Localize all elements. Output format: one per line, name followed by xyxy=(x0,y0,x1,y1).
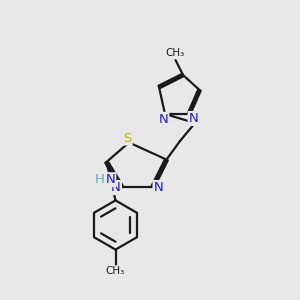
Text: S: S xyxy=(123,131,132,145)
Text: CH₃: CH₃ xyxy=(166,48,185,59)
Text: N: N xyxy=(106,173,115,186)
Text: N: N xyxy=(159,113,168,126)
Text: CH₃: CH₃ xyxy=(106,266,125,276)
Text: N: N xyxy=(111,181,121,194)
Text: N: N xyxy=(154,181,163,194)
Text: H: H xyxy=(95,173,104,186)
Text: N: N xyxy=(189,112,198,125)
